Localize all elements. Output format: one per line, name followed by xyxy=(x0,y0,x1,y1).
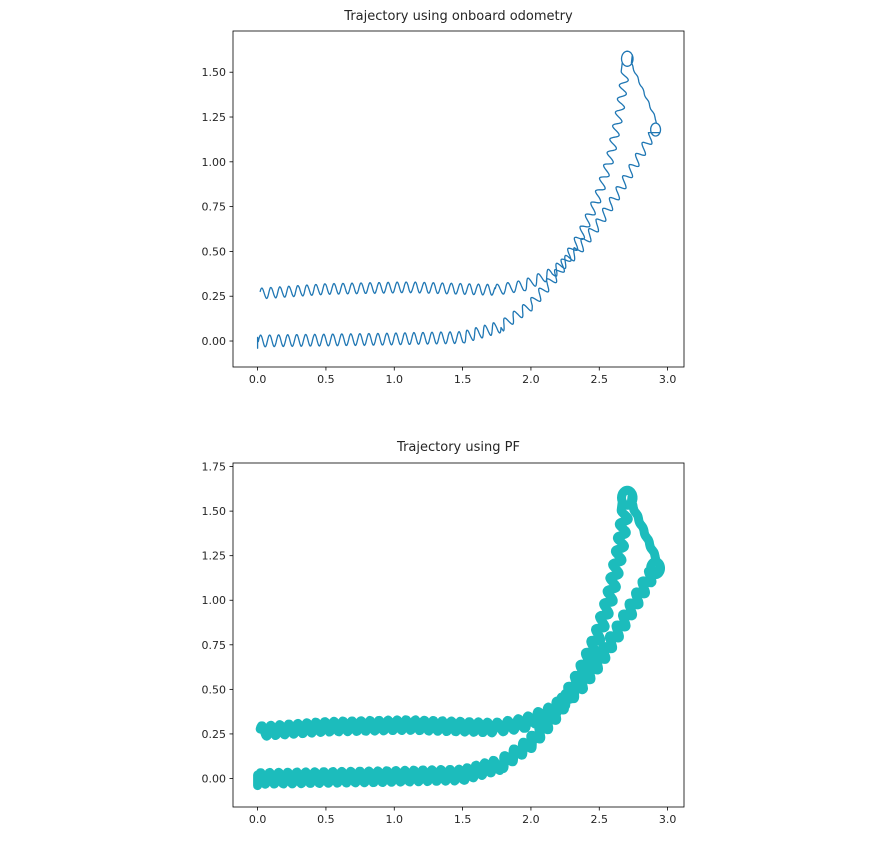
x-tick-label: 0.0 xyxy=(249,813,267,826)
x-tick-label: 3.0 xyxy=(659,373,677,386)
y-tick-label: 1.00 xyxy=(202,594,227,607)
y-tick-label: 1.75 xyxy=(202,461,227,474)
odometry-trajectory-line xyxy=(256,50,662,349)
axes-frame xyxy=(232,462,685,808)
odometry-chart: 0.0 0.5 1.0 1.5 2.0 2.5 3.0 0.00 0.25 0.50 0.75 1.0… xyxy=(202,30,685,386)
y-tick-label: 0.25 xyxy=(202,290,227,303)
y-tick-label: 1.25 xyxy=(202,550,227,563)
axes-frame xyxy=(232,30,685,368)
y-tick-label: 0.00 xyxy=(202,335,227,348)
pf-trajectory-line xyxy=(253,485,665,791)
x-tick-label: 1.5 xyxy=(454,373,472,386)
pf-chart: 0.0 0.5 1.0 1.5 2.0 2.5 3.0 0.00 0.25 0.50 0.75 1.0… xyxy=(202,461,685,826)
x-tick-label: 2.0 xyxy=(522,813,540,826)
y-tick-label: 1.00 xyxy=(202,156,227,169)
x-tick-label: 2.0 xyxy=(522,373,540,386)
y-tick-label: 0.00 xyxy=(202,772,227,785)
x-tick-label: 2.5 xyxy=(591,373,609,386)
x-tick-label: 1.0 xyxy=(386,373,404,386)
y-tick-label: 1.25 xyxy=(202,111,227,124)
x-tick-label: 1.0 xyxy=(386,813,404,826)
y-tick-label: 0.50 xyxy=(202,245,227,258)
y-tick-label: 0.50 xyxy=(202,683,227,696)
pf-chart-title: Trajectory using PF xyxy=(397,440,520,455)
x-tick-label: 1.5 xyxy=(454,813,472,826)
y-tick-label: 0.75 xyxy=(202,639,227,652)
x-tick-label: 3.0 xyxy=(659,813,677,826)
odometry-chart-title: Trajectory using onboard odometry xyxy=(344,9,573,24)
y-tick-label: 1.50 xyxy=(202,66,227,79)
y-tick-label: 0.25 xyxy=(202,728,227,741)
x-tick-label: 0.0 xyxy=(249,373,267,386)
y-tick-label: 0.75 xyxy=(202,201,227,214)
x-tick-label: 0.5 xyxy=(317,813,335,826)
y-tick-label: 1.50 xyxy=(202,505,227,518)
x-tick-label: 0.5 xyxy=(317,373,335,386)
x-tick-label: 2.5 xyxy=(591,813,609,826)
